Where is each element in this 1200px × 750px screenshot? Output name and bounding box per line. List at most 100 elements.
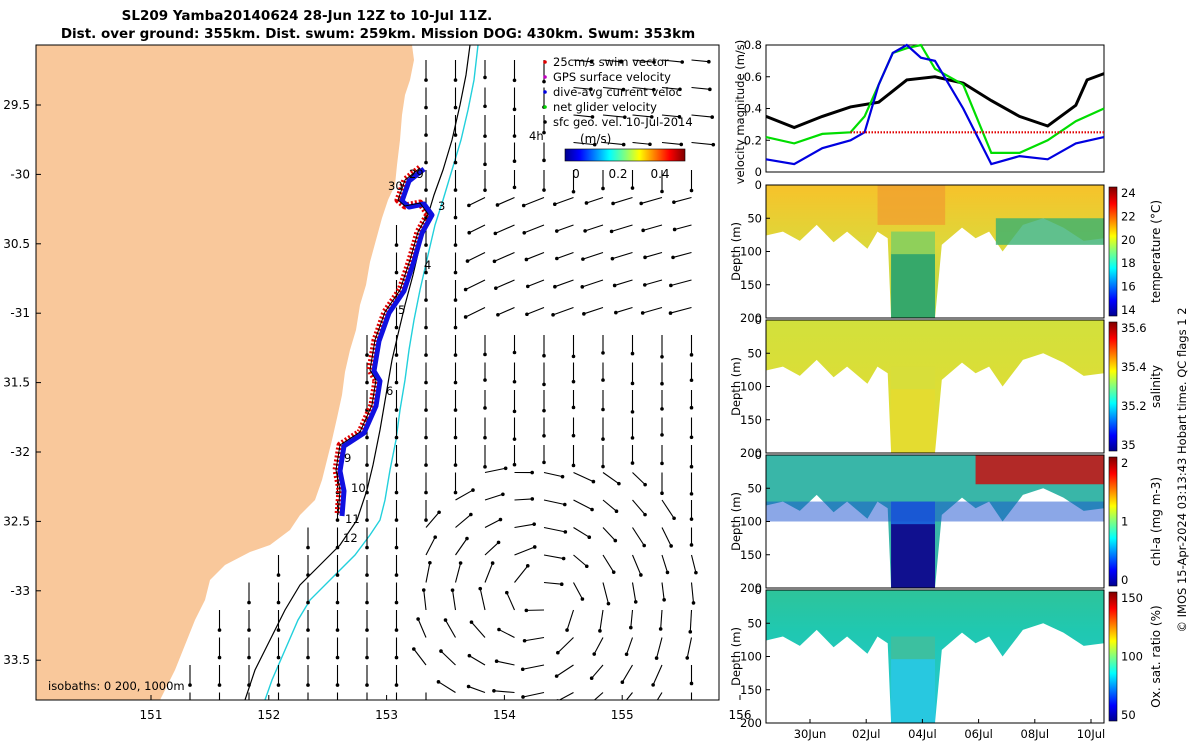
current-arrow xyxy=(691,141,714,146)
current-arrow xyxy=(591,664,604,679)
current-arrow-head xyxy=(450,588,455,592)
current-arrow xyxy=(602,114,625,118)
current-arrow-head xyxy=(496,540,501,545)
current-arrow xyxy=(484,562,494,583)
current-arrow-head xyxy=(689,435,694,440)
current-arrow-head xyxy=(276,600,281,605)
current-arrow xyxy=(602,141,624,146)
current-arrow-head xyxy=(520,667,525,672)
section-colorbar-label: chl-a (mg m-3) xyxy=(1149,477,1163,566)
current-arrow-head xyxy=(552,202,557,207)
colorbar-tick-label: 100 xyxy=(1121,650,1143,664)
current-arrow xyxy=(631,582,637,602)
current-arrow-head xyxy=(689,543,694,547)
velocity-y-label: velocity magnitude (m/s) xyxy=(733,40,747,185)
current-arrow-head xyxy=(483,104,487,109)
current-arrow-head xyxy=(609,229,614,234)
colorbar-tick-label: 22 xyxy=(1121,209,1136,223)
current-arrow xyxy=(425,562,431,583)
current-arrow xyxy=(495,224,515,234)
current-arrow xyxy=(631,554,642,576)
current-arrow-head xyxy=(662,598,666,602)
current-arrow-head xyxy=(394,408,399,412)
section-colorbar xyxy=(1108,591,1118,722)
current-arrow-head xyxy=(453,408,458,412)
current-arrow-head xyxy=(689,353,694,357)
current-arrow xyxy=(417,618,427,638)
current-arrow-head xyxy=(620,680,625,685)
current-arrow-head xyxy=(658,627,663,631)
legend-entry: 25cm/s swim vector xyxy=(553,55,669,69)
current-arrow-head xyxy=(590,507,594,512)
current-arrow xyxy=(656,637,663,659)
current-arrow-head xyxy=(505,590,509,595)
current-arrow xyxy=(691,59,709,63)
current-arrow-head xyxy=(306,711,310,715)
current-arrow xyxy=(496,660,515,666)
current-arrow xyxy=(652,664,663,686)
current-arrow-head xyxy=(394,243,399,247)
velocity-tick-label: 0.2 xyxy=(744,133,762,147)
day-label: 4 xyxy=(424,258,431,272)
current-arrow-head xyxy=(483,435,487,440)
current-arrow-head xyxy=(466,684,471,689)
velocity-series xyxy=(765,43,1105,166)
current-arrow xyxy=(632,472,646,486)
current-arrow xyxy=(484,493,504,501)
current-arrow-head xyxy=(685,656,690,660)
current-arrow-head xyxy=(247,628,251,632)
current-arrow-head xyxy=(453,243,458,247)
current-arrow-head xyxy=(601,378,605,382)
current-arrow-head xyxy=(660,433,664,437)
current-arrow-head xyxy=(689,681,694,686)
current-arrow-head xyxy=(365,545,369,550)
current-arrow-head xyxy=(306,628,310,632)
current-arrow-head xyxy=(365,573,369,577)
current-arrow-head xyxy=(188,683,192,687)
current-arrow-head xyxy=(556,650,560,655)
legend-marker xyxy=(543,120,547,124)
velocity-line xyxy=(765,72,1105,130)
current-arrow xyxy=(573,499,593,511)
time-tick-label: 02Jul xyxy=(852,727,881,741)
current-arrow-head xyxy=(677,114,682,119)
current-arrow xyxy=(632,86,654,91)
current-arrow xyxy=(543,526,566,533)
interval-label: 4h xyxy=(529,129,544,143)
current-arrow-head xyxy=(424,160,428,165)
current-arrow-head xyxy=(621,142,626,147)
current-arrow xyxy=(656,692,663,700)
section-deep-top xyxy=(891,366,935,390)
section-deep-column xyxy=(891,251,935,318)
current-arrow-head xyxy=(679,142,684,147)
depth-tick-label: 200 xyxy=(740,446,762,460)
current-arrow-head xyxy=(424,518,428,522)
current-arrow-head xyxy=(218,711,222,715)
current-arrow xyxy=(614,279,633,286)
current-arrow-head xyxy=(678,87,682,92)
colorbar-tick-label: 0.2 xyxy=(608,167,627,181)
current-arrow-head xyxy=(247,600,251,605)
current-arrow-head xyxy=(512,379,517,384)
current-arrow-head xyxy=(689,188,694,193)
current-arrow-head xyxy=(453,380,458,385)
current-arrow-head xyxy=(453,435,458,440)
current-arrow-head xyxy=(660,491,664,496)
current-arrow xyxy=(632,499,646,515)
current-arrow xyxy=(495,279,515,289)
current-arrow xyxy=(691,114,713,118)
colorbar-tick-label: 16 xyxy=(1121,280,1136,294)
current-arrow-head xyxy=(584,201,589,205)
current-arrow-head xyxy=(424,408,428,412)
current-arrow xyxy=(554,196,574,205)
depth-tick-label: 50 xyxy=(747,211,762,225)
depth-tick-label: 50 xyxy=(747,616,762,630)
current-arrow-head xyxy=(483,75,487,80)
current-arrow xyxy=(690,582,695,603)
current-arrow-head xyxy=(453,78,458,82)
velocity-line xyxy=(765,43,1105,166)
current-arrow-head xyxy=(394,683,399,687)
current-arrow-head xyxy=(551,313,555,317)
current-arrow-head xyxy=(512,409,517,414)
